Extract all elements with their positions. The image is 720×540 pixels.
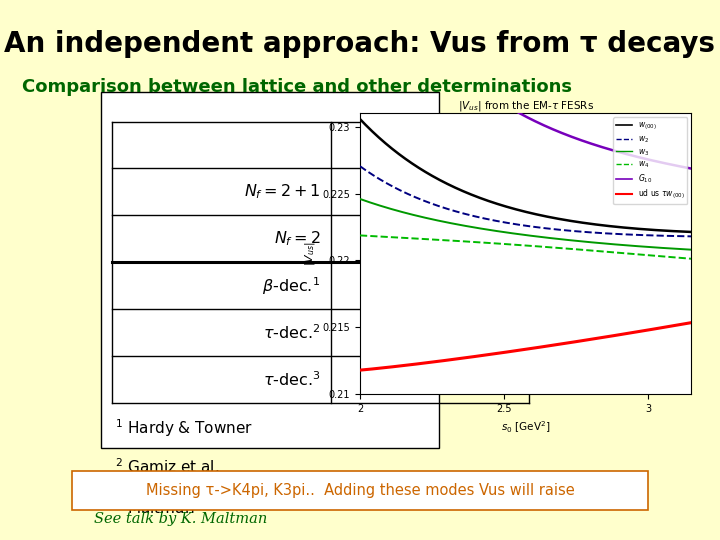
Text: $^1$ Hardy & Towner: $^1$ Hardy & Towner <box>115 417 253 438</box>
Text: An independent approach: Vus from τ decays: An independent approach: Vus from τ deca… <box>4 30 716 58</box>
X-axis label: $s_0\ [\mathrm{GeV}^2]$: $s_0\ [\mathrm{GeV}^2]$ <box>501 420 550 435</box>
Text: 0.2253(10): 0.2253(10) <box>386 185 474 199</box>
Text: Comparison between lattice and other determinations: Comparison between lattice and other det… <box>22 78 572 96</box>
Title: $|V_{us}|$ from the EM-$\tau$ FESRs: $|V_{us}|$ from the EM-$\tau$ FESRs <box>457 99 594 113</box>
Text: $\tau$-dec.$^2$: $\tau$-dec.$^2$ <box>263 323 320 342</box>
Text: See talk by K. Maltman: See talk by K. Maltman <box>94 512 267 526</box>
Text: $N_f = 2+1$: $N_f = 2+1$ <box>244 183 320 201</box>
Text: $^3$ Maltman: $^3$ Maltman <box>115 498 194 517</box>
Text: $\tau$-dec.$^3$: $\tau$-dec.$^3$ <box>263 370 320 389</box>
Text: 0.22544(95): 0.22544(95) <box>381 279 480 293</box>
Text: $\beta$-dec.$^1$: $\beta$-dec.$^1$ <box>262 275 320 297</box>
Text: Missing τ->K4pi, K3pi..  Adding these modes Vus will raise: Missing τ->K4pi, K3pi.. Adding these mod… <box>145 483 575 498</box>
Text: 0.2165(26): 0.2165(26) <box>386 326 474 340</box>
Y-axis label: $|V_{us}|$: $|V_{us}|$ <box>303 241 317 266</box>
Legend: $w_{(00)}$, $w_2$, $w_3$, $w_4$, $G_{10}$, ud us $\tau w_{(00)}$: $w_{(00)}$, $w_2$, $w_3$, $w_4$, $G_{10}… <box>613 117 688 204</box>
Text: $N_f = 2$: $N_f = 2$ <box>274 230 320 248</box>
Text: $^2$ Gamiz et al.: $^2$ Gamiz et al. <box>115 457 220 476</box>
Text: $|V_{us}|$: $|V_{us}|$ <box>413 135 448 155</box>
Text: 0.2214(36): 0.2214(36) <box>386 373 474 387</box>
Bar <box>101 92 439 448</box>
Bar <box>72 471 648 510</box>
Text: 0.2251(18): 0.2251(18) <box>386 232 474 246</box>
